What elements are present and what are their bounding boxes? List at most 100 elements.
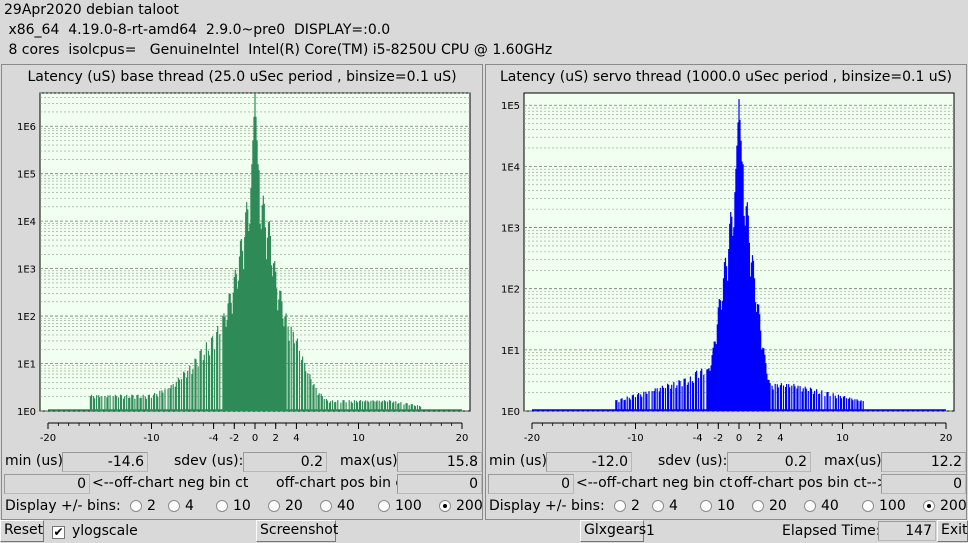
- base-x-tick-label: -4: [209, 433, 219, 444]
- servo-bins-option-40: 40: [821, 498, 839, 514]
- servo-offchart-row: 0 <--off-chart neg bin ct off-chart pos …: [486, 473, 966, 495]
- glxgears-count: 1: [646, 523, 655, 539]
- base-bins-radio-200[interactable]: [439, 500, 451, 512]
- header-line-1: 29Apr2020 debian taloot: [4, 2, 179, 18]
- servo-y-tick-label: 1E3: [501, 224, 520, 235]
- servo-x-tick-label: -10: [627, 433, 643, 444]
- base-x-tick-label: -2: [229, 433, 239, 444]
- base-x-tick-label: -10: [143, 433, 159, 444]
- servo-y-tick-label: 1E5: [501, 101, 520, 112]
- base-x-tick-label: 0: [252, 433, 258, 444]
- elapsed-time-label: Elapsed Time:: [782, 523, 881, 539]
- base-sdev-value: 0.2: [243, 452, 327, 472]
- servo-bins-option-200: 200: [940, 498, 967, 514]
- servo-neg-bin-count: 0: [488, 474, 574, 494]
- base-offchart-row: 0 <--off-chart neg bin ct off-chart pos …: [2, 473, 482, 495]
- base-neg-bin-count: 0: [4, 474, 90, 494]
- servo-bins-option-2: 2: [631, 498, 640, 514]
- base-min-label: min (us): [5, 453, 63, 469]
- servo-x-tick-label: -20: [524, 433, 540, 444]
- base-bins-option-10: 10: [233, 498, 251, 514]
- header-line-2: x86_64 4.19.0-8-rt-amd64 2.9.0~pre0 DISP…: [4, 22, 391, 38]
- servo-bins-radio-10[interactable]: [700, 500, 712, 512]
- servo-bins-radio-2[interactable]: [614, 500, 626, 512]
- glxgears-button[interactable]: Glxgears: [580, 520, 646, 542]
- servo-histogram-bars: [615, 99, 864, 411]
- exit-button[interactable]: Exit: [937, 520, 968, 542]
- ylogscale-label: ylogscale: [72, 523, 138, 539]
- ylogscale-checkbox[interactable]: ✔: [52, 525, 65, 539]
- base-stats-row: min (us) -14.6 sdev (us): 0.2 max(us) 15…: [2, 451, 482, 473]
- base-bins-option-4: 4: [185, 498, 194, 514]
- header-line-3: 8 cores isolcpus= GenuineIntel Intel(R) …: [4, 42, 553, 58]
- reset-button[interactable]: Reset: [0, 520, 44, 542]
- servo-max-label: max(us): [824, 453, 882, 469]
- base-x-tick-label: 4: [293, 433, 299, 444]
- base-histogram-bars: [89, 93, 422, 411]
- servo-x-tick-label: -2: [713, 433, 723, 444]
- base-thread-panel: Latency (uS) base thread (25.0 uSec peri…: [1, 64, 483, 520]
- servo-bins-radio-40[interactable]: [804, 500, 816, 512]
- servo-neg-bin-label: <--off-chart neg bin ct: [576, 475, 733, 491]
- base-bins-radio-20[interactable]: [268, 500, 280, 512]
- servo-stats-row: min (us) -12.0 sdev (us): 0.2 max(us) 12…: [486, 451, 966, 473]
- base-y-tick-label: 1E5: [17, 170, 36, 181]
- base-sdev-label: sdev (us):: [174, 453, 244, 469]
- servo-x-tick-label: 0: [736, 433, 742, 444]
- base-bins-radio-4[interactable]: [168, 500, 180, 512]
- base-bins-radio-100[interactable]: [378, 500, 390, 512]
- base-max-value: 15.8: [397, 452, 482, 472]
- base-bins-option-40: 40: [337, 498, 355, 514]
- servo-bins-row: Display +/- bins: 2 4 10 20 40 100 200: [486, 496, 967, 518]
- servo-y-tick-label: 1E0: [501, 407, 520, 418]
- servo-bins-radio-4[interactable]: [652, 500, 664, 512]
- base-bins-radio-10[interactable]: [216, 500, 228, 512]
- base-x-tick-label: 2: [273, 433, 279, 444]
- base-bins-row: Display +/- bins: 2 4 10 20 40 100 200: [2, 496, 483, 518]
- screenshot-button[interactable]: Screenshot: [256, 520, 338, 542]
- base-y-tick-label: 1E2: [17, 312, 36, 323]
- servo-display-bins-label: Display +/- bins:: [489, 498, 605, 514]
- base-max-label: max(us): [340, 453, 398, 469]
- base-min-value: -14.6: [62, 452, 148, 472]
- servo-y-tick-label: 1E4: [501, 162, 520, 173]
- servo-min-value: -12.0: [546, 452, 632, 472]
- servo-bins-option-4: 4: [669, 498, 678, 514]
- servo-pos-bin-count: 0: [881, 474, 966, 494]
- servo-x-tick-label: 10: [836, 433, 849, 444]
- servo-x-tick-label: 4: [777, 433, 783, 444]
- servo-bins-option-20: 20: [769, 498, 787, 514]
- servo-thread-panel: Latency (uS) servo thread (1000.0 uSec p…: [485, 64, 967, 520]
- servo-sdev-label: sdev (us):: [658, 453, 728, 469]
- base-x-tick-label: -20: [40, 433, 56, 444]
- base-y-tick-label: 1E4: [17, 217, 36, 228]
- servo-x-tick-label: 2: [757, 433, 763, 444]
- base-bins-option-20: 20: [285, 498, 303, 514]
- base-x-tick-label: 10: [352, 433, 365, 444]
- base-bins-option-2: 2: [147, 498, 156, 514]
- base-pos-bin-count: 0: [397, 474, 482, 494]
- base-y-tick-label: 1E1: [17, 360, 36, 371]
- elapsed-time-value: 147: [878, 521, 936, 541]
- servo-pos-bin-label: off-chart pos bin ct-->: [734, 475, 889, 491]
- base-x-tick-label: 20: [456, 433, 469, 444]
- base-chart-title: Latency (uS) base thread (25.0 uSec peri…: [27, 69, 457, 85]
- base-neg-bin-label: <--off-chart neg bin ct: [92, 475, 249, 491]
- servo-bins-radio-200[interactable]: [923, 500, 935, 512]
- base-y-tick-label: 1E3: [17, 265, 36, 276]
- servo-bins-radio-100[interactable]: [862, 500, 874, 512]
- servo-chart-title: Latency (uS) servo thread (1000.0 uSec p…: [499, 69, 953, 85]
- base-bins-option-100: 100: [395, 498, 422, 514]
- servo-bins-option-10: 10: [717, 498, 735, 514]
- base-bins-option-200: 200: [456, 498, 483, 514]
- servo-max-value: 12.2: [881, 452, 966, 472]
- servo-y-tick-label: 1E2: [501, 285, 520, 296]
- base-bins-radio-2[interactable]: [130, 500, 142, 512]
- servo-bins-radio-20[interactable]: [752, 500, 764, 512]
- servo-sdev-value: 0.2: [727, 452, 811, 472]
- servo-x-tick-label: 20: [940, 433, 953, 444]
- servo-min-label: min (us): [489, 453, 547, 469]
- base-bins-radio-40[interactable]: [320, 500, 332, 512]
